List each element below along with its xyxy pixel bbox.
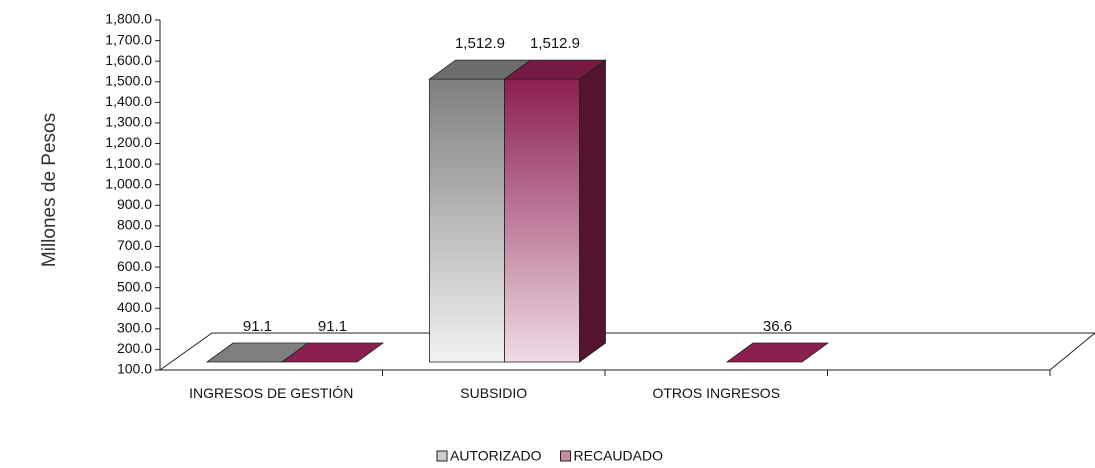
y-tick-label: 1,500.0 xyxy=(105,72,152,88)
y-tick-label: 1,100.0 xyxy=(105,155,152,171)
x-tick-label: SUBSIDIO xyxy=(460,385,528,401)
y-tick-label: 200.0 xyxy=(117,340,152,356)
legend-label: AUTORIZADO xyxy=(450,448,542,464)
y-tick-label: 100.0 xyxy=(117,361,152,377)
bar xyxy=(725,342,830,363)
y-tick-label: 500.0 xyxy=(117,278,152,294)
bar xyxy=(503,59,607,363)
y-tick-label: 1,300.0 xyxy=(105,114,152,130)
bar xyxy=(280,342,385,363)
value-label: 1,512.9 xyxy=(455,35,505,52)
y-tick-label: 800.0 xyxy=(117,217,152,233)
bar-front xyxy=(429,78,505,363)
y-tick-label: 1,700.0 xyxy=(105,31,152,47)
bar-front xyxy=(504,78,580,363)
value-label: 91.1 xyxy=(318,318,347,335)
value-label: 36.6 xyxy=(763,318,792,335)
value-label: 91.1 xyxy=(243,318,272,335)
y-tick-label: 400.0 xyxy=(117,299,152,315)
y-axis-label: Millones de Pesos xyxy=(39,113,60,267)
y-tick-label: 1,600.0 xyxy=(105,52,152,68)
y-tick-label: 1,000.0 xyxy=(105,175,152,191)
y-tick-label: 600.0 xyxy=(117,258,152,274)
y-tick-label: 1,200.0 xyxy=(105,134,152,150)
y-tick-label: 1,400.0 xyxy=(105,93,152,109)
legend-swatch xyxy=(560,450,572,462)
y-tick-label: 900.0 xyxy=(117,196,152,212)
y-tick-label: 300.0 xyxy=(117,320,152,336)
value-label: 1,512.9 xyxy=(530,35,580,52)
legend-label: RECAUDADO xyxy=(574,448,664,464)
y-tick-label: 700.0 xyxy=(117,237,152,253)
y-tick-label: 1,800.0 xyxy=(105,11,152,27)
x-tick-label: OTROS INGRESOS xyxy=(652,385,781,401)
x-tick-label: INGRESOS DE GESTIÓN xyxy=(189,385,354,401)
bar-side xyxy=(579,59,606,363)
floor xyxy=(158,332,1095,371)
legend-swatch xyxy=(436,450,448,462)
